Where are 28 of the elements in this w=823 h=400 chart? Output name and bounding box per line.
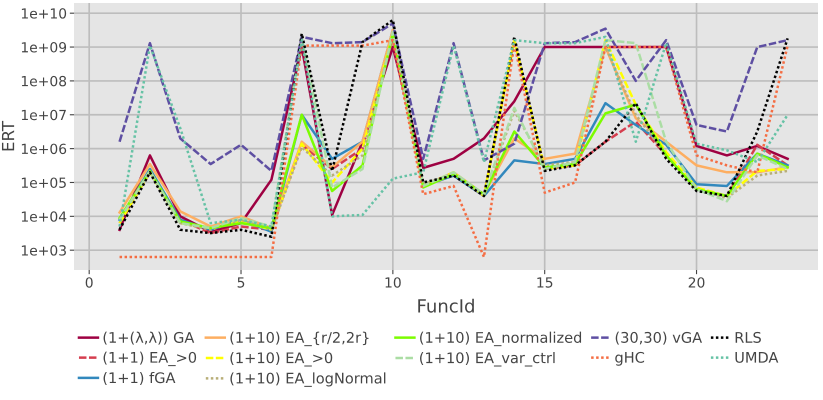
legend-label: (1+1) fGA <box>104 372 176 385</box>
y-tick-label: 1e+07 <box>22 110 66 120</box>
y-axis-title: ERT <box>2 120 14 150</box>
y-tick-label: 1e+05 <box>22 177 66 188</box>
legend-label: gHC <box>615 352 644 366</box>
x-axis-title: FuncId <box>418 298 474 313</box>
legend-label: (1+10) EA_>0 <box>230 352 332 367</box>
legend-label: RLS <box>736 332 761 343</box>
legend-label: (30,30) vGA <box>616 332 702 345</box>
y-tick-label: 1e+03 <box>22 245 66 256</box>
legend-label: (1+10) EA_{r/2,2r} <box>230 332 369 346</box>
x-tick-label: 10 <box>386 277 401 288</box>
legend-label: (1+10) EA_normalized <box>420 332 582 346</box>
legend-label: (1+10) EA_var_ctrl <box>420 352 555 367</box>
line-series <box>118 22 789 172</box>
y-tick-label: 1e+08 <box>22 76 66 86</box>
y-tick-label: 1e+09 <box>22 42 66 53</box>
legend-label: (1+(λ,λ)) GA <box>104 332 194 345</box>
y-tick-label: 1e+06 <box>22 144 66 154</box>
x-tick-label: 15 <box>537 277 552 288</box>
legend-label: (1+10) EA_logNormal <box>230 372 386 387</box>
y-tick-label: 1e+04 <box>22 211 66 222</box>
x-tick-label: 0 <box>86 277 93 288</box>
y-tick-label: 1e+10 <box>22 8 66 19</box>
legend-label: (1+1) EA_>0 <box>104 352 196 366</box>
legend-label: UMDA <box>735 352 778 363</box>
x-tick-label: 20 <box>688 277 704 288</box>
x-tick-label: 5 <box>238 277 244 288</box>
